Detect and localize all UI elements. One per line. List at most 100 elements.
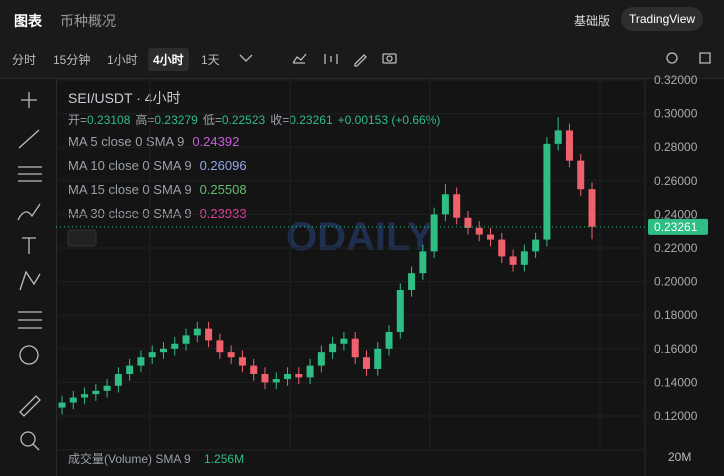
candle-body: [329, 343, 337, 353]
candle-body: [148, 352, 156, 358]
interval[interactable]: 1天: [201, 53, 220, 67]
text: MA 30 close 0 SMA 9: [68, 206, 192, 221]
y-tick-label: 0.30000: [654, 107, 698, 121]
ma-item: MA 15 close 0 SMA 9 0.25508: [68, 182, 247, 197]
tab[interactable]: 币种概况: [60, 13, 116, 29]
text: MA 10 close 0 SMA 9: [68, 158, 192, 173]
ma-item: MA 10 close 0 SMA 9 0.26096: [68, 158, 247, 173]
toolbar: 分时 15分钟 1小时 4小时 1天: [0, 38, 724, 79]
interval[interactable]: 4小时: [148, 48, 189, 71]
drawing-tools: [0, 79, 57, 476]
candle-body: [216, 340, 224, 353]
candle-body: [69, 397, 77, 403]
y-tick-label: 0.14000: [654, 375, 698, 389]
y-tick-label: 0.32000: [654, 73, 698, 87]
candle-body: [250, 365, 258, 374]
collapse[interactable]: [67, 229, 97, 247]
candle-body: [137, 357, 145, 366]
mode[interactable]: TradingView: [621, 7, 704, 31]
candle-body: [374, 348, 382, 369]
ohlc: 开=0.23108 高=0.23279 低=0.22523 收=0.23261 +0.0…: [68, 111, 440, 128]
candle-body: [554, 130, 562, 144]
y-tick-label: 0.24000: [654, 207, 698, 221]
text: MA 5 close 0 SMA 9: [68, 134, 185, 149]
y-tick-label: 0.28000: [654, 140, 698, 154]
candle-body: [159, 348, 167, 353]
candle-body: [577, 160, 585, 190]
text: 0.24392: [192, 134, 240, 149]
candle-body: [238, 357, 246, 366]
last-price-box: [648, 218, 708, 235]
ma-item: MA 30 close 0 SMA 9 0.23933: [68, 206, 247, 221]
ma-item: MA 5 close 0 SMA 9 0.24392: [68, 134, 239, 149]
text: 成交量(Volume) SMA 9: [68, 452, 191, 466]
candle-body: [408, 273, 416, 290]
icons: [17, 52, 711, 451]
candle-body: [306, 365, 314, 378]
candle-body: [193, 328, 201, 336]
candle-body: [182, 335, 190, 344]
candle-body: [475, 227, 483, 235]
candle-body: [261, 374, 269, 383]
candle-body: [487, 234, 495, 240]
candle-body: [419, 251, 427, 274]
candle-body: [205, 328, 213, 341]
volume-axis: 20M: [668, 450, 691, 464]
mode[interactable]: 基础版: [574, 14, 611, 28]
candle-body: [284, 374, 292, 380]
candle-body: [498, 239, 506, 257]
candle-body: [295, 374, 303, 378]
text: +0.00153 (+0.66%): [337, 113, 441, 127]
candle-body: [385, 332, 393, 349]
candle-body: [272, 379, 280, 383]
text: 0.23279: [154, 113, 198, 127]
candle-body: [396, 290, 404, 332]
text: 开=: [68, 113, 88, 127]
candle-body: [565, 130, 573, 161]
candle-body: [114, 374, 122, 386]
candle-body: [464, 217, 472, 228]
text: 0.25508: [199, 182, 247, 197]
symbol: SEI/USDT · 4小时: [68, 90, 181, 106]
candle-body: [588, 189, 596, 227]
candle-body: [441, 194, 449, 215]
text: 0.23108: [87, 113, 131, 127]
volume-label: 成交量(Volume) SMA 9 1.256M: [68, 450, 244, 467]
candle-body: [103, 385, 111, 391]
interval[interactable]: 15分钟: [53, 53, 91, 67]
last-price-label: 0.23261: [654, 220, 698, 234]
candle-body: [58, 402, 66, 408]
text: 0.22523: [221, 113, 266, 127]
tab[interactable]: 图表: [14, 13, 42, 29]
candle-body: [453, 194, 461, 218]
top-bar: 图表 币种概况 基础版 TradingView: [0, 0, 724, 38]
y-tick-label: 0.20000: [654, 275, 698, 289]
interval[interactable]: 分时: [12, 53, 37, 67]
text: 1.256M: [204, 452, 245, 466]
y-tick-label: 0.16000: [654, 342, 698, 356]
candle-body: [126, 365, 134, 374]
candle-body: [92, 390, 100, 395]
candle-body: [81, 394, 89, 398]
text: 0.23261: [289, 113, 333, 127]
candle-body: [520, 251, 528, 265]
candle-body: [543, 143, 551, 240]
text: 收=: [270, 113, 290, 127]
candle-body: [171, 343, 179, 349]
watermark: ODAILY: [286, 215, 434, 259]
y-tick-label: 0.18000: [654, 308, 698, 322]
candle-body: [509, 256, 517, 265]
candle-body: [227, 352, 235, 358]
candle-body: [532, 239, 540, 252]
candle-body: [362, 357, 370, 369]
y-tick-label: 0.12000: [654, 409, 698, 423]
interval[interactable]: 1小时: [107, 53, 138, 67]
text: 低=: [202, 113, 222, 127]
candle-body: [340, 338, 348, 344]
text: 0.26096: [199, 158, 247, 173]
y-tick-label: 0.26000: [654, 174, 698, 188]
candle-body: [430, 214, 438, 252]
y-tick-label: 0.22000: [654, 241, 698, 255]
